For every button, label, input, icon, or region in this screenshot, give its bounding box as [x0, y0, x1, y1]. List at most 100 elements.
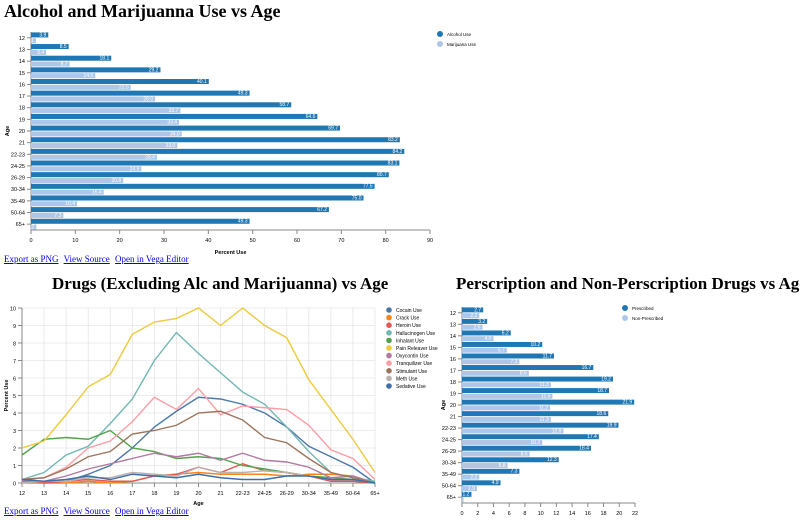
x-tick-label: 15	[85, 491, 91, 497]
legend-label: Meth Use	[396, 376, 418, 382]
bar-value-label: 5.7	[498, 348, 505, 354]
chart1-title: Alcohol and Marijuanna Use vs Age	[4, 1, 281, 21]
legend-label: Cocain Use	[396, 308, 422, 314]
bar-value-label: 28.0	[143, 96, 153, 102]
bar	[462, 463, 508, 469]
bar-value-label: 83.1	[388, 160, 398, 166]
bar	[31, 131, 182, 137]
legend-symbol	[386, 330, 392, 336]
bar	[462, 497, 464, 503]
bar-value-label: 6.2	[502, 330, 509, 336]
legend-label: Alcohol Use	[447, 32, 472, 37]
x-tick-label: 6	[508, 511, 511, 517]
bar	[462, 376, 613, 382]
legend-symbol	[386, 345, 392, 351]
bar-value-label: 33.0	[166, 143, 176, 149]
x-tick-label: 10	[72, 238, 78, 244]
bar	[462, 307, 484, 313]
y-tick-label: 22-23	[11, 152, 25, 158]
bar	[462, 336, 494, 342]
bar	[31, 49, 47, 55]
legend-label: Heroin Use	[396, 323, 421, 329]
legend-label: Sedative Use	[396, 384, 426, 390]
bar	[31, 119, 180, 125]
bar-value-label: 19.2	[601, 376, 611, 382]
y-axis-title: Percent Use	[4, 380, 10, 412]
bar-value-label: 17.4	[587, 434, 597, 440]
y-tick-label: 3	[13, 429, 16, 435]
bar	[31, 218, 250, 224]
x-tick-label: 20	[195, 491, 201, 497]
x-tick-label: 35-49	[324, 491, 338, 497]
legend-label: Stimulant Use	[396, 369, 427, 375]
bar-value-label: 24.9	[130, 166, 140, 172]
open-vega-editor-link[interactable]: Open in Vega Editor	[115, 506, 189, 516]
legend-label: Inhalant Use	[396, 338, 424, 344]
x-tick-label: 16	[107, 491, 113, 497]
bar-value-label: 10.2	[530, 440, 540, 446]
bar	[31, 61, 70, 67]
bar	[31, 189, 104, 195]
bar-value-label: 3.9	[39, 32, 46, 38]
bar	[31, 183, 375, 189]
bar	[31, 160, 400, 166]
bar	[462, 474, 480, 480]
bar	[31, 108, 181, 114]
chart1-links: Export as PNG View Source Open in Vega E…	[4, 254, 192, 264]
x-tick-label: 12	[19, 491, 25, 497]
bar-value-label: 49.3	[238, 91, 248, 97]
y-tick-label: 35-49	[11, 199, 25, 205]
bar	[462, 422, 619, 428]
bar	[31, 113, 318, 119]
export-png-link[interactable]: Export as PNG	[4, 254, 59, 264]
bar	[31, 207, 329, 213]
bar	[462, 353, 555, 359]
legend-label: Prescribed	[632, 306, 654, 311]
bar	[31, 137, 400, 143]
x-tick-label: 40	[205, 238, 211, 244]
open-vega-editor-link[interactable]: Open in Vega Editor	[115, 254, 189, 264]
bar	[462, 468, 520, 474]
bar-value-label: 2.7	[474, 307, 481, 313]
bar-value-label: 5.8	[499, 463, 506, 469]
bar-value-label: 22.5	[119, 85, 129, 91]
x-tick-label: 20	[117, 238, 123, 244]
bar	[462, 347, 507, 353]
bar-value-label: 1.2	[462, 492, 469, 498]
legend-symbol	[386, 360, 392, 366]
x-tick-label: 13	[41, 491, 47, 497]
bar	[31, 154, 157, 160]
legend-label: Pain Releaver Use	[396, 346, 438, 352]
bar	[462, 324, 483, 330]
series-line	[21, 410, 376, 484]
x-tick-label: 14	[63, 491, 69, 497]
x-tick-label: 18	[600, 511, 606, 517]
y-tick-label: 18	[450, 380, 456, 386]
bar-value-label: 29.2	[149, 67, 159, 73]
bar-value-label: 18.1	[100, 56, 110, 62]
y-tick-label: 5	[13, 394, 16, 400]
bar-value-label: 11.5	[541, 394, 551, 400]
bar-value-label: 14.5	[84, 73, 94, 79]
bar-value-label: 2.2	[470, 313, 477, 319]
x-axis-title: Age	[193, 501, 203, 507]
bar-value-label: 16.4	[92, 190, 102, 196]
bar-value-label: 12.9	[552, 428, 562, 434]
bar-value-label: 8.5	[520, 371, 527, 377]
bar	[31, 172, 389, 178]
legend-label: Non-Prescribed	[632, 316, 664, 321]
x-tick-label: 14	[569, 511, 575, 517]
legend-symbol	[386, 352, 392, 359]
view-source-link[interactable]: View Source	[63, 254, 110, 264]
bar-value-label: 3.4	[37, 50, 44, 56]
bar	[31, 38, 36, 44]
bar	[31, 125, 341, 131]
view-source-link[interactable]: View Source	[63, 506, 110, 516]
bar-value-label: 40.1	[197, 79, 207, 85]
series-line	[21, 473, 376, 484]
export-png-link[interactable]: Export as PNG	[4, 506, 59, 516]
legend-symbol	[386, 375, 392, 382]
bar	[462, 359, 520, 365]
y-tick-label: 20	[19, 129, 25, 135]
